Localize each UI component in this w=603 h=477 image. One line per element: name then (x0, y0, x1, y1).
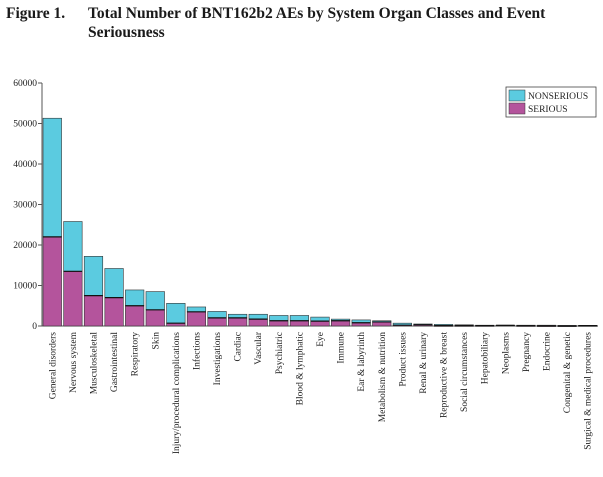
y-tick-label: 40000 (13, 160, 37, 170)
x-tick-label: Skin (151, 332, 161, 350)
bar-nonserious-4 (104, 268, 124, 298)
x-tick-label: Product issues (398, 332, 408, 387)
bar-serious-2 (63, 271, 83, 327)
legend-label-serious: SERIOUS (528, 105, 568, 115)
x-tick-label: Congenital & genetic (563, 332, 573, 413)
bar-serious-17 (372, 321, 392, 327)
y-tick-label: 0 (32, 322, 37, 332)
y-tick-label: 30000 (13, 201, 37, 211)
x-tick-label: Endocrine (543, 332, 553, 371)
x-tick-label: Social circumstances (460, 332, 470, 412)
bar-serious-8 (186, 311, 207, 327)
y-tick-label: 60000 (13, 79, 37, 89)
bar-nonserious-9 (207, 311, 227, 319)
bar-serious-1 (42, 236, 62, 327)
x-tick-label: General disorders (48, 332, 58, 400)
bar-nonserious-6 (145, 291, 165, 311)
x-tick-label: Musculoskeletal (89, 332, 99, 395)
x-tick-label: Gastrointestinal (110, 332, 120, 393)
x-tick-label: Eye (316, 332, 326, 347)
bar-nonserious-12 (269, 315, 289, 322)
x-tick-label: Reproductive & breast (440, 332, 450, 418)
x-tick-label: Blood & lymphatic (295, 332, 305, 405)
x-tick-label: Respiratory (131, 332, 141, 377)
legend-label-nonserious: NONSERIOUS (528, 92, 588, 102)
bar-nonserious-5 (125, 289, 145, 307)
bar-serious-6 (145, 309, 165, 327)
y-tick-label: 10000 (13, 282, 37, 292)
bar-nonserious-1 (42, 117, 62, 238)
x-tick-label: Vascular (254, 331, 264, 365)
y-tick-label: 50000 (13, 120, 37, 130)
x-tick-label: Metabolism & nutrition (378, 332, 388, 422)
bar-serious-13 (289, 320, 309, 327)
x-tick-label: Injury/procedural complications (172, 332, 182, 454)
figure-title: Total Number of BNT162b2 AEs by System O… (88, 5, 546, 41)
x-tick-label: Neoplasms (501, 332, 511, 375)
bar-nonserious-2 (63, 221, 83, 272)
bar-nonserious-3 (83, 256, 104, 296)
bar-serious-14 (310, 320, 330, 327)
bar-nonserious-13 (289, 315, 309, 322)
bar-serious-12 (269, 320, 289, 327)
legend-swatch-serious (508, 102, 526, 115)
legend-swatch-nonserious (508, 89, 526, 102)
bar-serious-5 (125, 305, 145, 327)
bar-nonserious-7 (166, 303, 186, 324)
bar-nonserious-8 (186, 306, 207, 313)
bar-serious-15 (331, 320, 351, 327)
bar-serious-4 (104, 297, 124, 327)
figure-label: Figure 1. (6, 5, 66, 22)
x-tick-label: Investigations (213, 332, 223, 386)
x-tick-label: Immune (337, 332, 347, 364)
x-tick-label: Nervous system (69, 331, 79, 393)
x-tick-label: Renal & urinary (419, 332, 429, 394)
x-tick-label: Hepatobiliary (481, 332, 491, 384)
bar-serious-3 (83, 295, 104, 327)
x-tick-label: Psychiatric (275, 332, 285, 374)
y-tick-label: 20000 (13, 241, 37, 251)
bar-serious-11 (248, 318, 268, 327)
bar-serious-10 (228, 317, 248, 327)
x-tick-label: Cardiac (234, 332, 244, 362)
bar-nonserious-11 (248, 313, 268, 320)
bar-serious-9 (207, 317, 227, 327)
x-tick-label: Ear & labyrinth (357, 332, 367, 392)
bar-nonserious-14 (310, 316, 330, 322)
x-tick-label: Surgical & medical procedures (584, 332, 594, 450)
x-tick-label: Pregnancy (522, 332, 532, 372)
x-tick-label: Infections (191, 332, 202, 370)
